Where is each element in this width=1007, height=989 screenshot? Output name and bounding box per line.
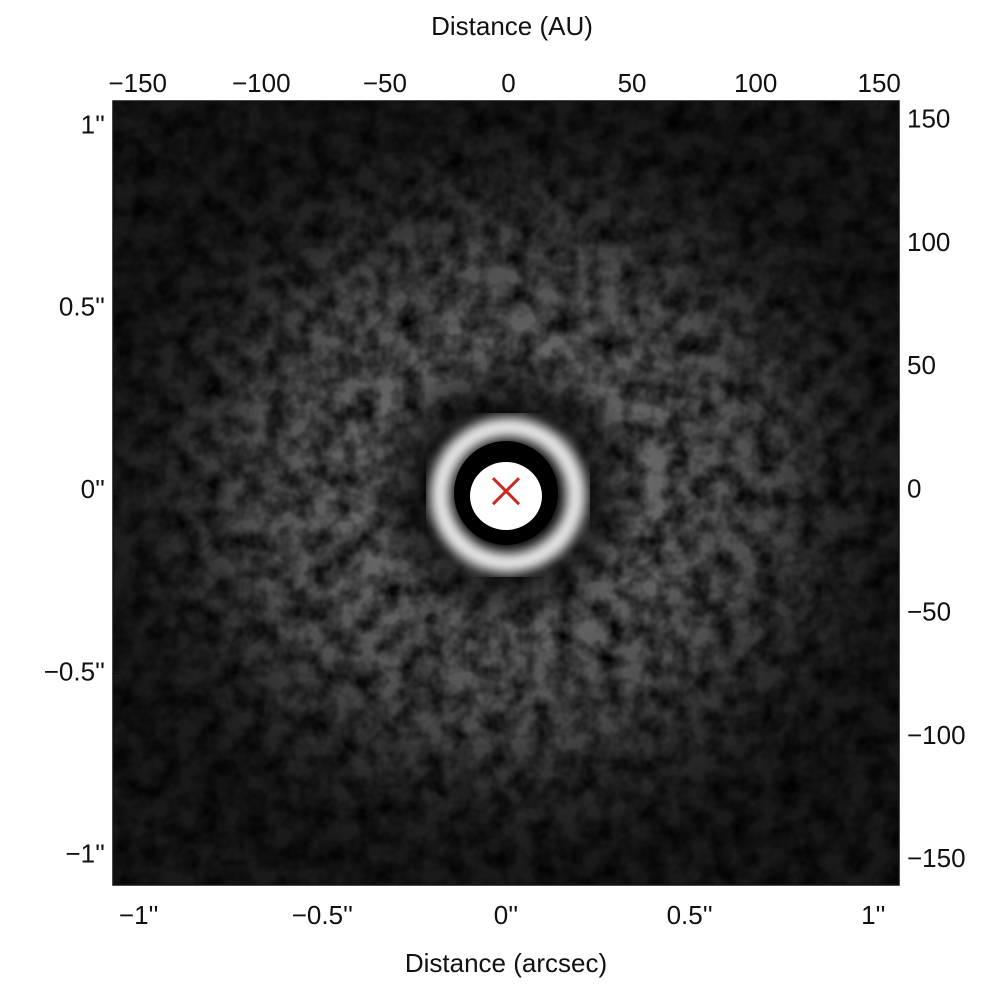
- y-tick-label: 1'': [81, 109, 105, 139]
- x-tick-label: −1'': [119, 900, 159, 930]
- x2-tick-label: 100: [734, 68, 777, 98]
- x-tick-label: 0.5'': [667, 900, 713, 930]
- x2-tick-label: 50: [618, 68, 647, 98]
- x2-tick-label: −100: [232, 68, 291, 98]
- x-axis-label: Distance (arcsec): [405, 948, 607, 978]
- y-tick-label: 0.5'': [59, 292, 105, 322]
- y2-tick-label: −50: [907, 597, 951, 627]
- x2-tick-label: 150: [858, 68, 901, 98]
- y2-tick-label: 50: [907, 350, 936, 380]
- y-tick-label: −1'': [65, 839, 105, 869]
- marker-stroke: [491, 477, 521, 506]
- x-tick-label: 1'': [861, 900, 885, 930]
- y2-tick-label: 100: [907, 227, 950, 257]
- x-tick-label: −0.5'': [292, 900, 353, 930]
- x2-tick-label: −150: [108, 68, 167, 98]
- y2-tick-label: −100: [907, 720, 966, 750]
- x2-axis-label: Distance (AU): [431, 11, 593, 41]
- x2-tick-label: −50: [363, 68, 407, 98]
- y2-tick-label: 150: [907, 104, 950, 134]
- y2-tick-label: 0: [907, 473, 921, 503]
- y2-tick-label: −150: [907, 843, 966, 873]
- star-marker: [491, 477, 521, 506]
- x-tick-label: 0'': [494, 900, 518, 930]
- x2-tick-label: 0: [501, 68, 515, 98]
- y-tick-label: 0'': [81, 474, 105, 504]
- y-tick-label: −0.5'': [44, 656, 105, 686]
